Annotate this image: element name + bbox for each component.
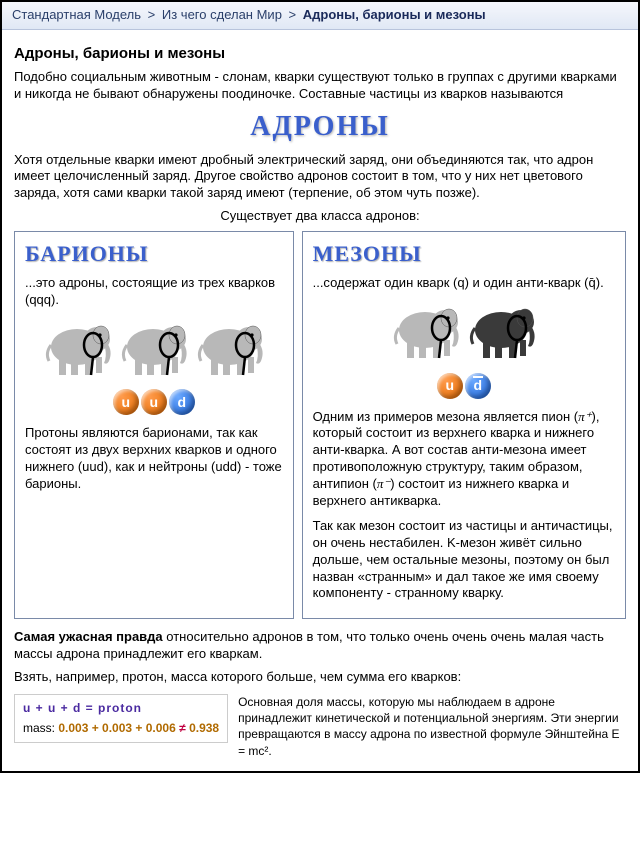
mesons-elephants	[313, 300, 615, 367]
main-content: Адроны, барионы и мезоны Подобно социаль…	[2, 30, 638, 771]
classes-intro: Существует два класса адронов:	[14, 208, 626, 225]
hadrons-heading: АДРОНЫ	[14, 109, 626, 145]
mesons-quarks: ud	[313, 373, 615, 399]
intro-paragraph: Подобно социальным животным - слонам, кв…	[14, 69, 626, 103]
truth-paragraph: Самая ужасная правда относительно адроно…	[14, 629, 626, 663]
quark-d-icon: d	[465, 373, 491, 399]
mesons-title: МЕЗОНЫ	[313, 240, 615, 269]
mass-block: u + u + d = proton mass: 0.003 + 0.003 +…	[14, 694, 626, 759]
charge-paragraph: Хотя отдельные кварки имеют дробный элек…	[14, 152, 626, 203]
elephant-icon	[193, 317, 267, 379]
truth-bold: Самая ужасная правда	[14, 629, 163, 644]
breadcrumb-current: Адроны, барионы и мезоны	[303, 7, 486, 22]
mesons-lead: ...содержат один кварк (q) и один анти-к…	[313, 275, 615, 292]
mass-note: Основная доля массы, которую мы наблюдае…	[238, 694, 626, 759]
quark-d-icon: d	[169, 389, 195, 415]
proton-intro: Взять, например, протон, масса которого …	[14, 669, 626, 686]
baryons-elephants	[25, 317, 283, 384]
baryons-card: БАРИОНЫ ...это адроны, состоящие из трех…	[14, 231, 294, 619]
baryons-quarks: uud	[25, 389, 283, 415]
elephant-icon	[41, 317, 115, 379]
breadcrumb-link-1[interactable]: Стандартная Модель	[12, 7, 141, 22]
mesons-body-1: Одним из примеров мезона является пион (…	[313, 409, 615, 510]
quark-u-icon: u	[437, 373, 463, 399]
mass-equation: u + u + d = proton mass: 0.003 + 0.003 +…	[14, 694, 228, 743]
mesons-card: МЕЗОНЫ ...содержат один кварк (q) и один…	[302, 231, 626, 619]
baryons-title: БАРИОНЫ	[25, 240, 283, 269]
breadcrumb-sep: >	[148, 7, 156, 22]
breadcrumb: Стандартная Модель > Из чего сделан Мир …	[2, 2, 638, 30]
elephant-icon	[389, 300, 463, 362]
mass-eq-line2: mass: 0.003 + 0.003 + 0.006 ≠ 0.938	[23, 721, 219, 737]
mass-eq-line1: u + u + d = proton	[23, 701, 219, 717]
mesons-body-2: Так как мезон состоит из частицы и антич…	[313, 518, 615, 602]
quark-u-icon: u	[141, 389, 167, 415]
breadcrumb-link-2[interactable]: Из чего сделан Мир	[162, 7, 282, 22]
baryons-body: Протоны являются барионами, так как сост…	[25, 425, 283, 493]
elephant-icon	[117, 317, 191, 379]
quark-u-icon: u	[113, 389, 139, 415]
two-column-cards: БАРИОНЫ ...это адроны, состоящие из трех…	[14, 231, 626, 619]
baryons-lead: ...это адроны, состоящие из трех кварков…	[25, 275, 283, 309]
page-title: Адроны, барионы и мезоны	[14, 44, 626, 64]
elephant-icon	[465, 300, 539, 362]
pi-plus: π⁺	[578, 409, 591, 424]
breadcrumb-sep: >	[289, 7, 297, 22]
pi-minus: π⁻	[377, 476, 390, 491]
